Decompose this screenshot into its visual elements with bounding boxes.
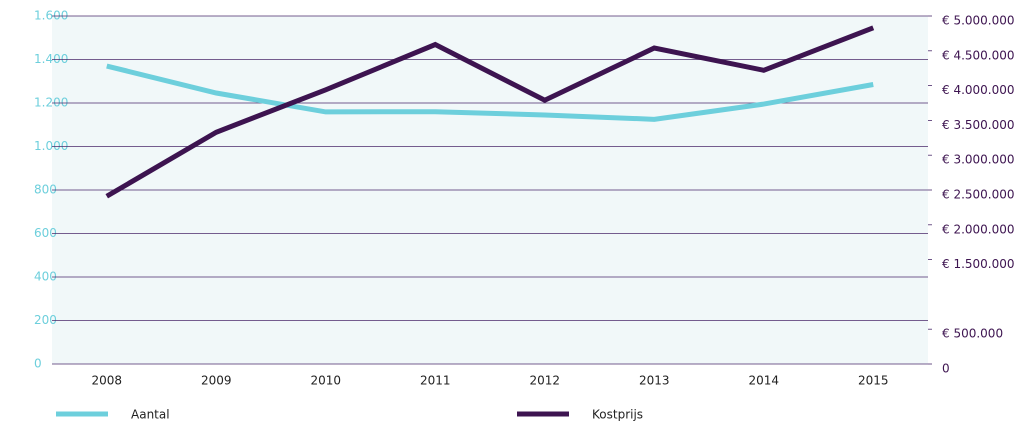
series-line [106,63,874,122]
y-tick-label: 800 [34,183,57,197]
x-tick-label: 2012 [529,374,560,388]
y-tick-label: 1.200 [34,96,68,110]
y2-tick-label: € 1.500.000 [942,257,1015,271]
y2-tick-label: 0 [942,362,950,376]
y2-tick-label: € 3.500.000 [942,118,1015,132]
y-tick-label: 1.000 [34,139,68,153]
x-tick-label: 2013 [639,374,670,388]
y-tick-label: 1.600 [34,9,68,23]
y2-tick-label: € 2.500.000 [942,188,1015,202]
legend-label: Aantal [131,408,170,422]
y-tick-label: 400 [34,270,57,284]
x-tick-label: 2011 [420,374,451,388]
y2-tick-label: € 4.500.000 [942,48,1015,62]
y-tick-label: 200 [34,313,57,327]
y2-tick-label: € 5.000.000 [942,14,1015,28]
y-tick-label: 0 [34,357,42,371]
x-tick-label: 2014 [748,374,779,388]
x-tick-label: 2009 [201,374,232,388]
y2-tick-label: € 3.000.000 [942,153,1015,167]
legend-label: Kostprijs [592,408,643,422]
series-line [105,25,875,199]
x-tick-label: 2010 [310,374,341,388]
x-tick-label: 2008 [91,374,122,388]
y2-tick-label: € 500.000 [942,327,1003,341]
x-tick-label: 2015 [858,374,889,388]
y-tick-label: 1.400 [34,52,68,66]
y-tick-label: 600 [34,226,57,240]
y2-tick-label: € 2.000.000 [942,222,1015,236]
y2-tick-label: € 4.000.000 [942,83,1015,97]
